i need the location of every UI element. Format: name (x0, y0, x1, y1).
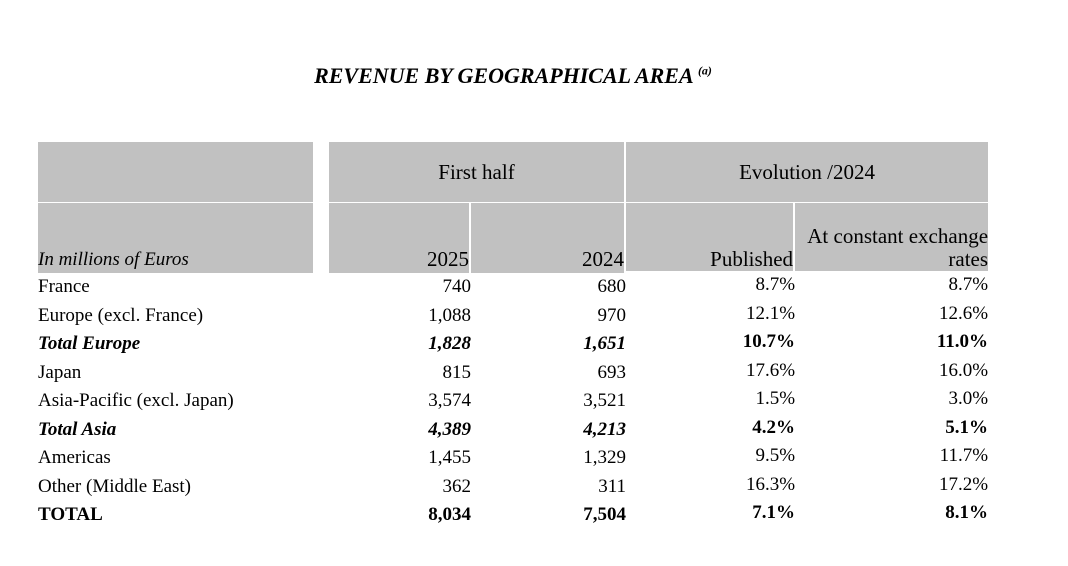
value-2024-cell: 311 (471, 472, 627, 501)
column-spacer (313, 501, 329, 530)
column-header-row-label: In millions of Euros (38, 203, 313, 273)
table-row-grand-total: TOTAL 8,034 7,504 7.1% 8.1% (38, 499, 989, 530)
row-label-cell: Japan (38, 358, 313, 387)
value-published-cell: 16.3% (626, 470, 796, 499)
column-spacer (313, 415, 329, 444)
group-header-first-half: First half (329, 142, 627, 203)
table-row-total-europe: Total Europe 1,828 1,651 10.7% 11.0% (38, 328, 989, 359)
value-2025-cell: 815 (329, 358, 471, 387)
value-2025-cell: 3,574 (329, 387, 471, 416)
column-spacer (313, 444, 329, 473)
row-label-cell: Americas (38, 444, 313, 473)
revenue-by-area-table: First half Evolution /2024 In millions o… (38, 142, 989, 530)
value-2025-cell: 362 (329, 472, 471, 501)
value-2024-cell: 693 (471, 358, 627, 387)
group-header-row: First half Evolution /2024 (38, 142, 989, 203)
value-constant-cell: 11.0% (795, 328, 989, 357)
value-constant-cell: 8.1% (795, 499, 989, 528)
value-published-cell: 7.1% (626, 499, 796, 528)
row-label-cell: Total Europe (38, 330, 313, 359)
value-constant-cell: 5.1% (795, 413, 989, 442)
page-title: REVENUE BY GEOGRAPHICAL AREA (a) (38, 63, 988, 89)
value-constant-cell: 11.7% (795, 442, 989, 471)
table-row-other-middle-east: Other (Middle East) 362 311 16.3% 17.2% (38, 470, 989, 501)
row-label-cell: Asia-Pacific (excl. Japan) (38, 387, 313, 416)
empty-header-cell (38, 142, 313, 203)
page-title-text: REVENUE BY GEOGRAPHICAL AREA (314, 63, 693, 88)
value-2024-cell: 1,329 (471, 444, 627, 473)
footnote-marker: (a) (697, 63, 712, 78)
column-spacer (313, 273, 329, 302)
value-published-cell: 4.2% (626, 413, 796, 442)
value-published-cell: 10.7% (626, 328, 796, 357)
table-row-japan: Japan 815 693 17.6% 16.0% (38, 356, 989, 387)
value-2024-cell: 4,213 (471, 415, 627, 444)
column-header-row: In millions of Euros 2025 2024 Published… (38, 203, 989, 273)
column-spacer (313, 142, 329, 203)
value-published-cell: 12.1% (626, 299, 796, 328)
value-constant-cell: 17.2% (795, 470, 989, 499)
row-label-cell: Other (Middle East) (38, 472, 313, 501)
value-2025-cell: 8,034 (329, 501, 471, 530)
value-published-cell: 1.5% (626, 385, 796, 414)
group-header-evolution: Evolution /2024 (626, 142, 989, 203)
column-spacer (313, 358, 329, 387)
value-2024-cell: 3,521 (471, 387, 627, 416)
value-published-cell: 17.6% (626, 356, 796, 385)
table-row-total-asia: Total Asia 4,389 4,213 4.2% 5.1% (38, 413, 989, 444)
value-2024-cell: 7,504 (471, 501, 627, 530)
value-published-cell: 9.5% (626, 442, 796, 471)
column-spacer (313, 203, 329, 273)
value-2025-cell: 1,088 (329, 301, 471, 330)
column-spacer (313, 301, 329, 330)
value-2024-cell: 970 (471, 301, 627, 330)
value-published-cell: 8.7% (626, 271, 796, 300)
value-2024-cell: 1,651 (471, 330, 627, 359)
value-2025-cell: 4,389 (329, 415, 471, 444)
value-constant-cell: 8.7% (795, 271, 989, 300)
table-row-france: France 740 680 8.7% 8.7% (38, 271, 989, 302)
value-2024-cell: 680 (471, 273, 627, 302)
column-header-published: Published (626, 203, 796, 273)
table-row-europe-excl-france: Europe (excl. France) 1,088 970 12.1% 12… (38, 299, 989, 330)
row-label-cell: Total Asia (38, 415, 313, 444)
value-2025-cell: 740 (329, 273, 471, 302)
value-constant-cell: 12.6% (795, 299, 989, 328)
row-label-cell: France (38, 273, 313, 302)
column-header-2025: 2025 (329, 203, 471, 273)
value-2025-cell: 1,828 (329, 330, 471, 359)
value-constant-cell: 16.0% (795, 356, 989, 385)
row-label-cell: TOTAL (38, 501, 313, 530)
table-row-americas: Americas 1,455 1,329 9.5% 11.7% (38, 442, 989, 473)
value-2025-cell: 1,455 (329, 444, 471, 473)
column-spacer (313, 330, 329, 359)
table-row-asia-pacific: Asia-Pacific (excl. Japan) 3,574 3,521 1… (38, 385, 989, 416)
row-label-cell: Europe (excl. France) (38, 301, 313, 330)
column-header-2024: 2024 (471, 203, 627, 273)
column-spacer (313, 387, 329, 416)
value-constant-cell: 3.0% (795, 385, 989, 414)
column-header-constant-rates: At constant exchange rates (795, 203, 989, 273)
column-spacer (313, 472, 329, 501)
